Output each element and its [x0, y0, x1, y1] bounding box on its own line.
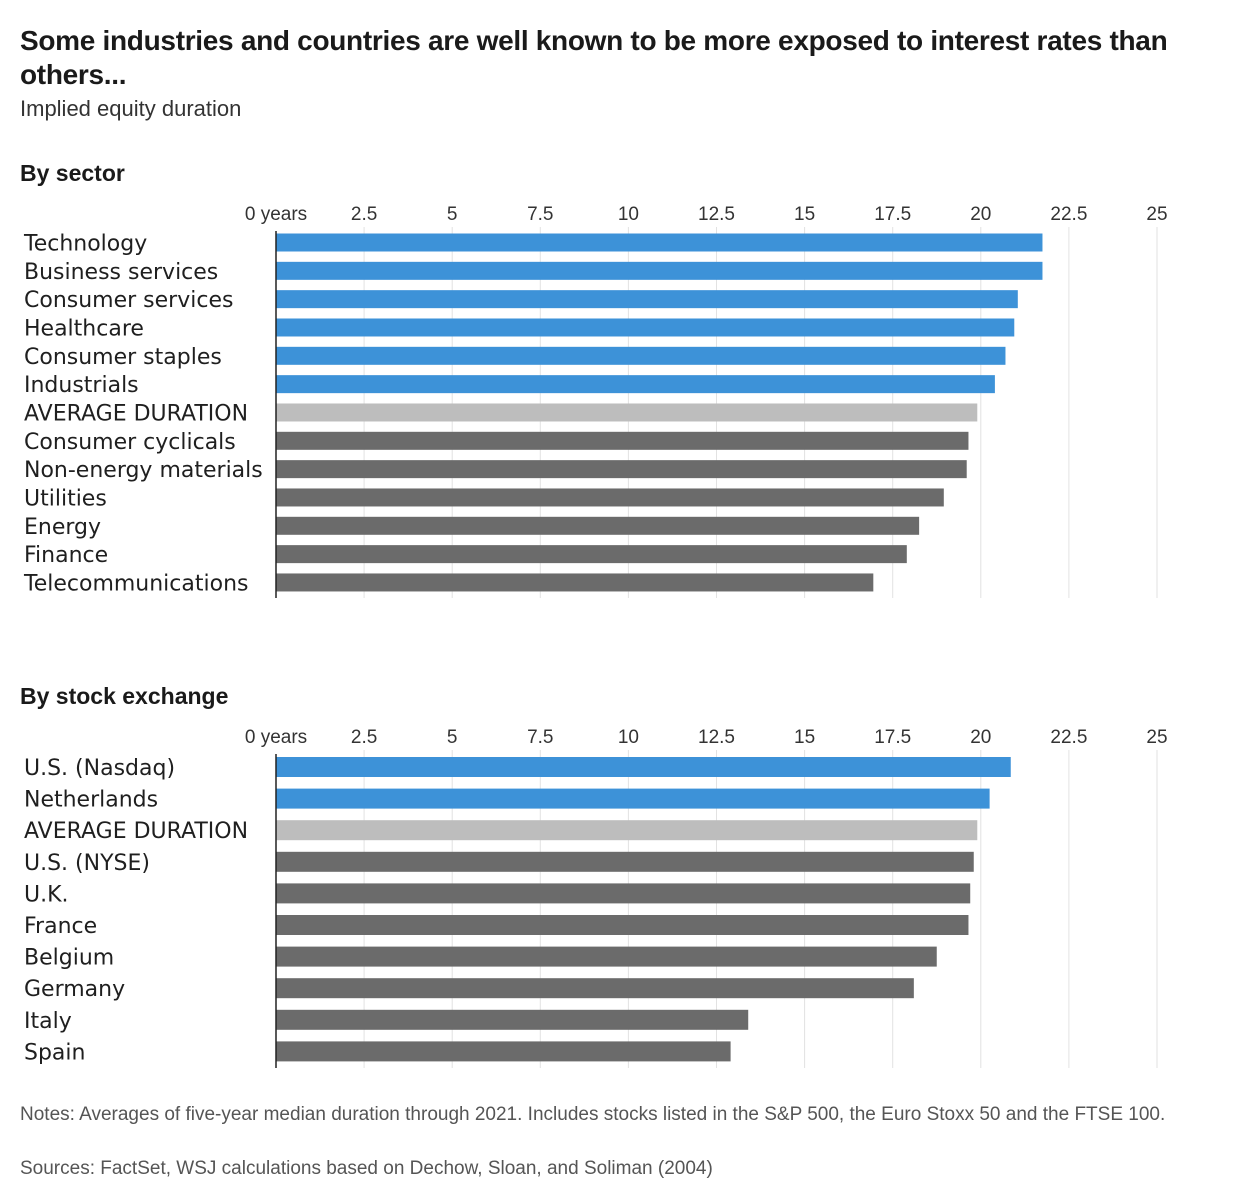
category-label: Technology [23, 232, 147, 257]
category-label: Business services [24, 260, 218, 285]
x-tick-label: 15 [794, 727, 815, 748]
bar-u-k [276, 883, 971, 904]
x-tick-label: 20 [970, 204, 991, 225]
x-tick-label: 0 years [245, 727, 307, 748]
x-tick-label: 12.5 [698, 204, 735, 225]
category-label: Utilities [24, 486, 107, 511]
bar-consumer-cyclicals [276, 431, 969, 450]
sector-bar-chart: 0 years 2.5 5 7.5 10 12.5 15 17.5 20 22.5 25 Techno… [23, 204, 1168, 598]
category-label: Healthcare [24, 316, 144, 341]
x-tick-label: 2.5 [351, 204, 377, 225]
category-label: Consumer cyclicals [24, 430, 236, 455]
bar-healthcare [276, 318, 1015, 337]
category-label: Germany [24, 977, 125, 1002]
x-tick-label: 10 [618, 204, 639, 225]
category-label: Finance [24, 543, 108, 568]
x-tick-label: 20 [970, 727, 991, 748]
bar-utilities [276, 488, 944, 507]
bar-technology [276, 233, 1043, 252]
x-tick-label: 25 [1146, 727, 1167, 748]
bar-netherlands [276, 788, 990, 809]
x-tick-label: 5 [447, 727, 458, 748]
x-tick-label: 10 [618, 727, 639, 748]
category-label: AVERAGE DURATION [24, 819, 248, 844]
x-tick-label: 0 years [245, 204, 307, 225]
category-label: Spain [24, 1040, 85, 1065]
bar-spain [276, 1041, 731, 1062]
category-label: Netherlands [24, 788, 158, 813]
category-label: Consumer staples [24, 345, 222, 370]
bar-france [276, 915, 969, 935]
x-tick-label: 25 [1146, 204, 1167, 225]
bar-u-s-nasdaq [276, 757, 1011, 777]
sector-panel-title: By sector [20, 160, 125, 186]
x-tick-label: 22.5 [1050, 727, 1087, 748]
category-label: Energy [24, 515, 101, 540]
x-tick-label: 2.5 [351, 727, 377, 748]
x-tick-label: 7.5 [527, 727, 553, 748]
bar-telecommunications [276, 573, 874, 592]
category-label: AVERAGE DURATION [24, 401, 248, 426]
category-label: Belgium [24, 946, 114, 971]
x-tick-label: 15 [794, 204, 815, 225]
category-label: U.S. (NYSE) [24, 851, 150, 876]
chart-sources: Sources: FactSet, WSJ calculations based… [20, 1158, 713, 1179]
category-label: U.S. (Nasdaq) [24, 756, 175, 781]
bar-non-energy-materials [276, 460, 967, 479]
x-tick-label: 17.5 [874, 727, 911, 748]
bar-germany [276, 978, 914, 999]
category-label: Consumer services [24, 288, 233, 313]
chart-title: Some industries and countries are well k… [20, 25, 1168, 90]
x-tick-label: 22.5 [1050, 204, 1087, 225]
category-label: Non-energy materials [24, 458, 263, 483]
bar-u-s-nyse [276, 851, 974, 872]
bar-consumer-services [276, 290, 1018, 309]
bar-industrials [276, 375, 995, 394]
bar-consumer-staples [276, 346, 1006, 365]
category-label: Industrials [24, 373, 139, 398]
bar-finance [276, 545, 907, 564]
chart-notes: Notes: Averages of five-year median dura… [20, 1104, 1166, 1125]
x-tick-label: 12.5 [698, 727, 735, 748]
chart-subtitle: Implied equity duration [20, 96, 242, 121]
bar-average-duration [276, 403, 978, 422]
category-label: Telecommunications [23, 571, 248, 596]
bar-business-services [276, 261, 1043, 280]
x-tick-label: 17.5 [874, 204, 911, 225]
exchange-bar-chart: 0 years 2.5 5 7.5 10 12.5 15 17.5 20 22.5 25 U.S. (… [24, 727, 1168, 1068]
category-label: U.K. [24, 882, 69, 907]
category-label: France [24, 914, 97, 939]
bar-average-duration [276, 820, 978, 841]
bar-italy [276, 1009, 749, 1030]
exchange-panel-title: By stock exchange [20, 683, 229, 709]
bar-belgium [276, 946, 937, 967]
x-tick-label: 7.5 [527, 204, 553, 225]
x-tick-label: 5 [447, 204, 458, 225]
bar-energy [276, 516, 920, 535]
category-label: Italy [24, 1009, 72, 1034]
